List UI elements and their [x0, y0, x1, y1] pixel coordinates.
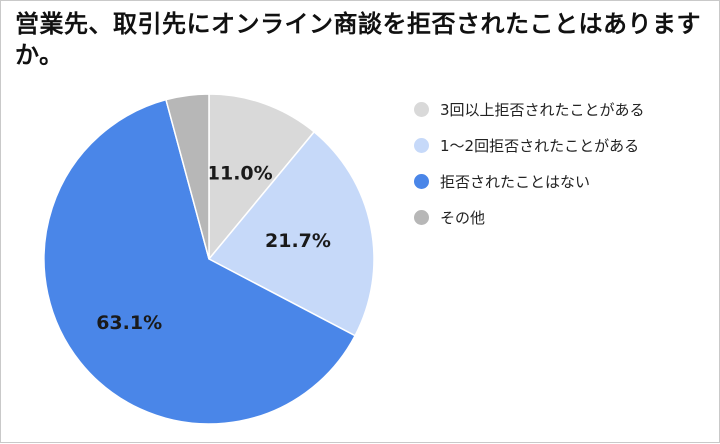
- pie-slice-1: [207, 130, 375, 337]
- legend-item-2: 拒否されたことはない: [414, 163, 645, 199]
- pie-slice-2: [43, 98, 357, 425]
- legend-swatch-2: [414, 173, 429, 189]
- legend-item-3: その他: [414, 199, 645, 235]
- slice-value-label-0: 11.0%: [207, 163, 273, 185]
- chart-title: 営業先、取引先にオンライン商談を拒否されたことはありますか。: [15, 10, 701, 69]
- legend-item-1: 1〜2回拒否されたことがある: [414, 127, 645, 163]
- legend-swatch-3: [414, 209, 429, 225]
- legend-swatch-1: [414, 137, 429, 153]
- chart-legend: 3回以上拒否されたことがある 1〜2回拒否されたことがある 拒否されたことはない その…: [414, 91, 645, 235]
- legend-label-3: その他: [440, 208, 486, 227]
- legend-label-1: 1〜2回拒否されたことがある: [440, 136, 640, 155]
- legend-swatch-0: [414, 101, 429, 117]
- legend-label-0: 3回以上拒否されたことがある: [440, 100, 645, 119]
- slice-value-label-2: 63.1%: [96, 312, 162, 334]
- pie-slice-3: [165, 93, 210, 260]
- legend-label-2: 拒否されたことはない: [440, 172, 591, 191]
- legend-item-0: 3回以上拒否されたことがある: [414, 91, 645, 127]
- slice-value-label-1: 21.7%: [265, 230, 331, 252]
- pie-slice-0: [208, 93, 316, 262]
